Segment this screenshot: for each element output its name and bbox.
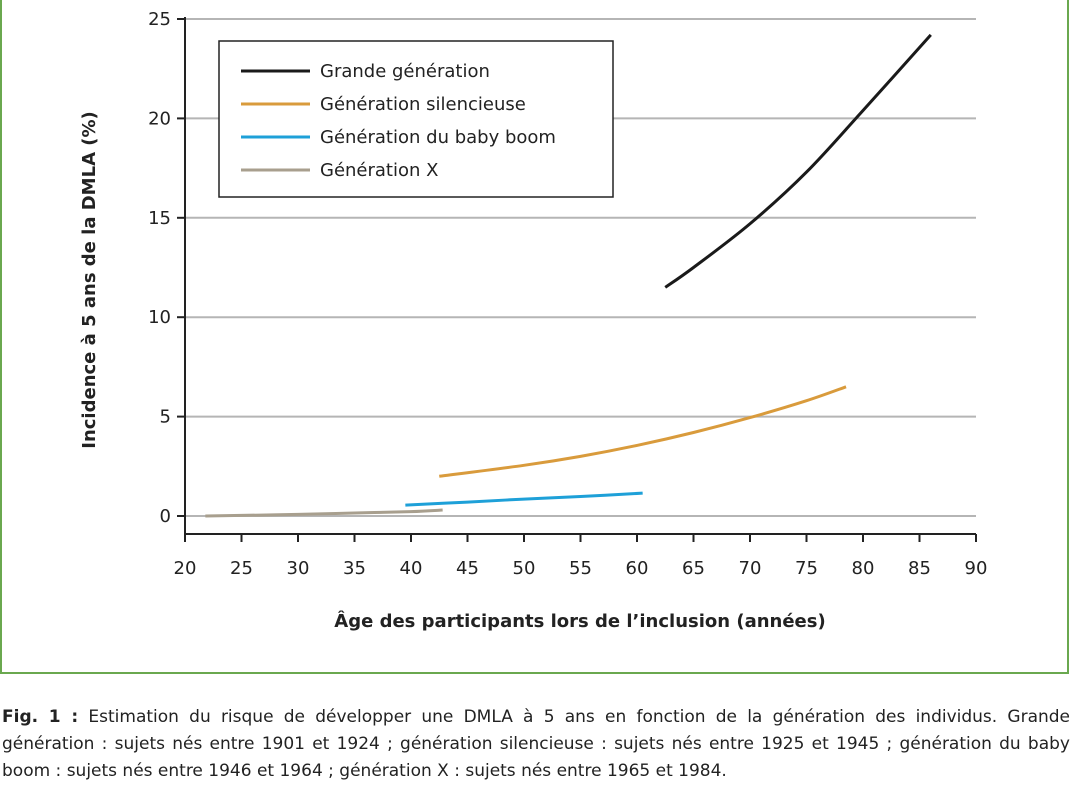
caption-text: Estimation du risque de développer une D… [2,707,1071,781]
legend-label: Génération du baby boom [320,127,556,148]
x-tick-label: 55 [569,558,592,579]
y-tick-label: 5 [160,407,171,428]
x-tick-label: 45 [456,558,479,579]
y-axis-title: Incidence à 5 ans de la DMLA (%) [79,111,100,449]
x-tick-label: 50 [513,558,536,579]
legend-label: Grande génération [320,61,490,82]
series-line-2 [439,385,847,478]
x-tick-label: 30 [287,558,310,579]
x-tick-label: 35 [343,558,366,579]
x-axis-title: Âge des participants lors de l’inclusion… [334,610,825,632]
x-tick-label: 60 [626,558,649,579]
legend: Grande génération Génération silencieuse G… [218,40,614,198]
x-tick-label: 40 [400,558,423,579]
y-tick-label: 25 [148,9,171,30]
series-line-1 [664,33,932,289]
series-lines [205,33,932,518]
y-tick-label: 20 [148,108,171,129]
x-tick-label: 85 [908,558,931,579]
x-tick-label: 70 [739,558,762,579]
axes: 0 5 10 15 20 25 20 25 30 35 40 45 50 55 60 65 70 75 80 85 90 [148,9,987,579]
legend-label: Génération silencieuse [320,94,526,115]
caption-label: Fig. 1 : [2,707,79,727]
y-tick-label: 15 [148,208,171,229]
x-tick-label: 75 [795,558,818,579]
figure-frame [0,0,1069,674]
x-tick-label: 80 [852,558,875,579]
x-tick-label: 65 [682,558,705,579]
series-line-3 [405,491,643,507]
x-tick-label: 90 [965,558,988,579]
series-line-4 [205,508,443,518]
figure-caption: Fig. 1 : Estimation du risque de dévelop… [2,704,1070,785]
x-tick-label: 25 [230,558,253,579]
line-chart: 0 5 10 15 20 25 20 25 30 35 40 45 50 55 60 65 70 75 80 85 90… [79,9,987,632]
y-tick-label: 10 [148,307,171,328]
y-tick-label: 0 [160,506,171,527]
legend-label: Génération X [320,160,438,181]
x-tick-label: 20 [174,558,197,579]
